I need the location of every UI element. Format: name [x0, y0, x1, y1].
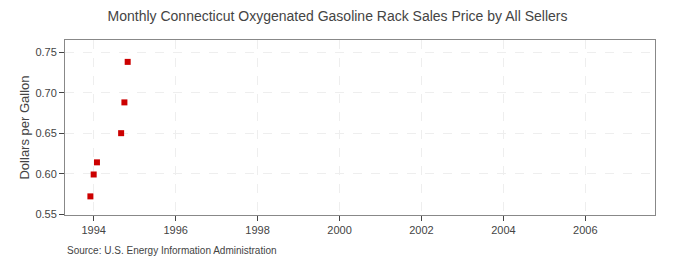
svg-text:0.75: 0.75 [35, 46, 56, 58]
svg-text:Source: U.S. Energy Informatio: Source: U.S. Energy Information Administ… [67, 245, 277, 256]
svg-text:2004: 2004 [491, 224, 515, 236]
svg-text:1996: 1996 [163, 224, 187, 236]
svg-text:0.60: 0.60 [35, 168, 56, 180]
svg-text:2002: 2002 [409, 224, 433, 236]
svg-text:0.65: 0.65 [35, 127, 56, 139]
svg-text:0.70: 0.70 [35, 87, 56, 99]
svg-text:2000: 2000 [327, 224, 351, 236]
svg-text:0.55: 0.55 [35, 208, 56, 220]
svg-text:1998: 1998 [245, 224, 269, 236]
svg-text:Monthly Connecticut Oxygenated: Monthly Connecticut Oxygenated Gasoline … [108, 8, 568, 24]
svg-text:2006: 2006 [573, 224, 597, 236]
svg-text:Dollars per Gallon: Dollars per Gallon [17, 75, 32, 179]
svg-text:1994: 1994 [81, 224, 105, 236]
